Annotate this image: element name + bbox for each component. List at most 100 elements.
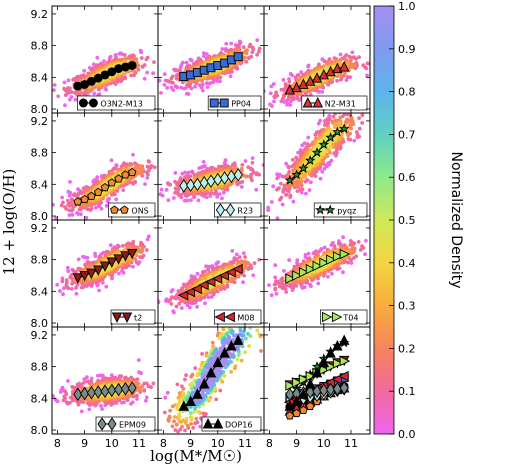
density-point [281, 78, 286, 82]
density-point [140, 64, 145, 69]
density-point [239, 185, 244, 189]
density-point [326, 161, 331, 166]
density-point [286, 97, 290, 102]
density-point [183, 86, 188, 90]
median-point [298, 163, 309, 173]
density-point [52, 83, 57, 87]
density-point [179, 85, 184, 90]
legend-marker [88, 98, 98, 108]
density-point [121, 188, 126, 193]
density-point [233, 163, 237, 168]
density-point [354, 130, 359, 134]
density-point [354, 57, 358, 61]
density-point [365, 73, 369, 78]
density-point [184, 60, 189, 65]
median-point [120, 251, 131, 262]
density-point [95, 55, 100, 60]
density-point [195, 304, 200, 309]
density-point [318, 176, 323, 181]
density-point [83, 90, 88, 95]
density-point [66, 78, 71, 83]
density-point [179, 193, 184, 197]
density-point [252, 261, 257, 265]
median-point [233, 168, 243, 182]
y-tick-label: 8.4 [31, 178, 49, 191]
median-point [100, 182, 110, 192]
density-point [188, 305, 192, 310]
median-point [284, 174, 296, 185]
density-point [129, 73, 134, 78]
y-tick-label: 8.8 [31, 254, 49, 267]
median-point [113, 254, 124, 265]
density-point [189, 86, 194, 91]
density-point [304, 191, 308, 196]
density-point [243, 255, 247, 259]
density-point [138, 255, 143, 259]
density-point [277, 186, 281, 191]
density-point [361, 63, 366, 68]
density-point [326, 121, 331, 126]
median-point [233, 52, 243, 62]
legend: pyqz [313, 202, 368, 218]
legend-marker [215, 203, 225, 217]
density-point [257, 257, 262, 262]
median-point [87, 191, 96, 200]
y-tick-label: 9.2 [31, 8, 49, 21]
legend-marker [219, 98, 229, 108]
median-point [318, 68, 330, 80]
density-point [158, 192, 163, 197]
density-point [171, 309, 176, 313]
density-point [162, 72, 167, 76]
density-point [283, 86, 287, 91]
density-point [284, 192, 288, 197]
density-point [201, 82, 205, 87]
density-point [62, 80, 67, 85]
density-point [192, 195, 196, 199]
legend-marker [302, 96, 314, 108]
y-tick-label: 8.4 [31, 285, 49, 298]
density-point [189, 58, 194, 63]
density-point [104, 284, 109, 289]
density-point [303, 179, 308, 184]
density-point [67, 213, 72, 218]
density-point [335, 78, 339, 83]
density-point [179, 306, 184, 310]
density-point [74, 194, 79, 199]
density-point [61, 200, 65, 205]
density-point [298, 148, 303, 152]
density-point [110, 168, 115, 172]
density-point [221, 283, 225, 288]
density-point [229, 41, 234, 46]
median-point [92, 265, 104, 276]
legend: N2-M31 [301, 95, 368, 111]
density-point [205, 85, 210, 89]
density-point [206, 267, 211, 272]
density-point [141, 253, 146, 258]
density-point [131, 152, 135, 157]
density-point [68, 190, 73, 195]
density-point [97, 92, 102, 96]
density-point [338, 115, 343, 120]
density-point [224, 41, 229, 46]
density-point [62, 286, 66, 290]
density-point [360, 121, 365, 125]
density-point [84, 215, 89, 220]
density-point [251, 47, 256, 51]
median-point [127, 167, 137, 177]
density-point [138, 250, 143, 255]
density-point [196, 198, 201, 203]
density-point [302, 141, 307, 146]
legend-label: ONS [131, 207, 148, 216]
legend-marker [209, 98, 219, 108]
density-point [122, 75, 127, 79]
density-point [345, 113, 349, 117]
panel-pp04: PP04 [157, 5, 265, 114]
density-point [76, 187, 80, 192]
panel-n2-m31: N2-M31 [263, 5, 371, 114]
density-point [350, 50, 355, 55]
density-point [352, 138, 357, 143]
density-point [74, 286, 78, 290]
density-point [202, 295, 207, 300]
median-point [114, 174, 123, 183]
